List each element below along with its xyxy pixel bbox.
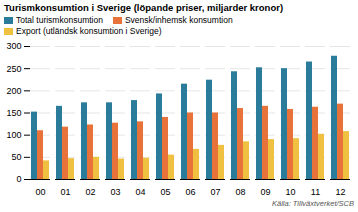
svg-text:150: 150 (6, 108, 21, 118)
svg-text:08: 08 (235, 187, 245, 197)
svg-text:300: 300 (6, 41, 21, 51)
svg-text:06: 06 (185, 187, 195, 197)
svg-text:09: 09 (260, 187, 270, 197)
svg-text:0: 0 (16, 174, 21, 184)
html-text:Export (utländsk konsumtion i: Export (utländsk konsumtion i Sverige) (16, 26, 162, 36)
svg-text:00: 00 (35, 187, 45, 197)
svg-text:250: 250 (6, 64, 21, 74)
svg-text:10: 10 (285, 187, 295, 197)
html-text:Svensk/inhemsk konsumtion: Svensk/inhemsk konsumtion (124, 15, 233, 25)
svg-text:02: 02 (85, 187, 95, 197)
svg-text:07: 07 (210, 187, 220, 197)
html-text:Turismkonsumtion i Sverige (lö: Turismkonsumtion i Sverige (löpande pris… (4, 2, 284, 13)
svg-text:03: 03 (110, 187, 120, 197)
svg-text:11: 11 (311, 187, 320, 197)
svg-text:12: 12 (335, 187, 345, 197)
html-text:Källa: Tillväxtverket/SCB: Källa: Tillväxtverket/SCB (272, 199, 354, 208)
svg-text:04: 04 (135, 187, 145, 197)
svg-text:100: 100 (6, 130, 21, 140)
html-text:Total turismkonsumtion: Total turismkonsumtion (16, 15, 103, 25)
svg-text:50: 50 (11, 152, 21, 162)
svg-text:05: 05 (160, 187, 170, 197)
svg-text:200: 200 (6, 86, 21, 96)
svg-text:01: 01 (60, 187, 70, 197)
